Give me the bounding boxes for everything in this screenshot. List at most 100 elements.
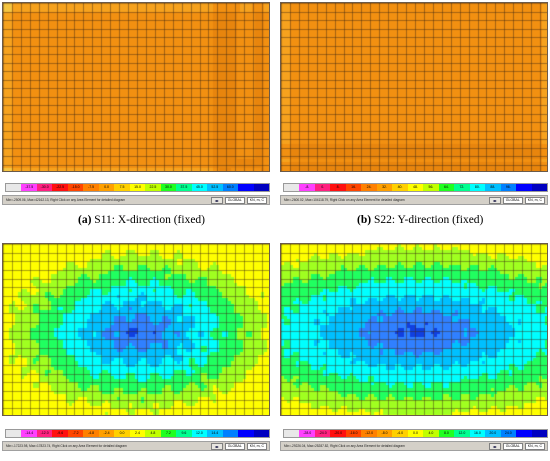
stress-contour-plot-b — [280, 2, 548, 172]
legend-swatch: 12.0 — [191, 430, 208, 437]
legend-swatch: 8. — [330, 184, 346, 191]
legend-swatch: 56. — [423, 184, 439, 191]
arrow-pair-icon[interactable]: ◂▸ — [488, 196, 501, 204]
legend-swatch: -12.0 — [36, 430, 53, 437]
legend-swatch: 0.0 — [114, 430, 130, 437]
legend-swatch: -7.2 — [67, 430, 84, 437]
legend-swatch: 96. — [500, 184, 517, 191]
stress-contour-plot-d — [280, 243, 548, 416]
legend-swatch: 32. — [376, 184, 393, 191]
legend-swatch — [516, 184, 532, 191]
color-legend-a: -37.5 -30.0 -22.5 -15.0 -7.5 0.0 7.5 15.0 22.5 30… — [5, 183, 270, 192]
legend-swatch: -16.0 — [345, 430, 362, 437]
status-text: Min=-2509.06, Max=42162.13, Right Click … — [6, 198, 126, 202]
legend-swatch: 22.5 — [145, 184, 161, 191]
legend-swatch: 24.0 — [500, 430, 517, 437]
legend-swatch — [253, 430, 269, 437]
status-bar-c: Min=-17223.98, Max=17823.74, Right Click… — [2, 441, 270, 451]
legend-swatch — [6, 430, 22, 437]
legend-swatch: 0.0 — [98, 184, 115, 191]
legend-swatch: -12.0 — [361, 430, 377, 437]
legend-swatch — [253, 184, 269, 191]
legend-swatch: 37.5 — [176, 184, 192, 191]
legend-swatch: 16. — [345, 184, 362, 191]
legend-swatch: -30.0 — [36, 184, 53, 191]
legend-swatch: -7.5 — [83, 184, 99, 191]
units-select[interactable]: KN, m, C — [524, 196, 545, 204]
legend-swatch: 16.0 — [469, 430, 486, 437]
caption-tag: (a) — [78, 214, 92, 226]
legend-swatch: 7.5 — [114, 184, 130, 191]
status-text: Min=-17223.98, Max=17823.74, Right Click… — [6, 444, 127, 448]
legend-swatch — [6, 184, 22, 191]
legend-swatch: 30.0 — [160, 184, 177, 191]
legend-swatch: 80. — [469, 184, 486, 191]
legend-swatch: -4.8 — [83, 430, 99, 437]
status-text: Min=-29226.04, Max=25287.82, Right Click… — [284, 444, 405, 448]
legend-swatch — [516, 430, 532, 437]
legend-swatch: 60.0 — [222, 184, 239, 191]
legend-swatch: 88. — [485, 184, 501, 191]
coordinate-system-select[interactable]: GLOBAL — [502, 442, 523, 450]
legend-swatch: 7.2 — [160, 430, 177, 437]
legend-swatch: 48. — [407, 184, 424, 191]
caption-tag: (b) — [357, 214, 372, 226]
status-bar-d: Min=-29226.04, Max=25287.82, Right Click… — [280, 441, 548, 451]
legend-swatch: 24. — [361, 184, 377, 191]
legend-swatch: 4.8 — [145, 430, 161, 437]
legend-swatch: -24.0 — [314, 430, 331, 437]
legend-swatch — [531, 430, 547, 437]
legend-swatch: -4.0 — [392, 430, 408, 437]
legend-swatch: -2.4 — [98, 430, 115, 437]
coordinate-system-select[interactable]: GLOBAL — [224, 442, 245, 450]
legend-swatch: -14.4 — [21, 430, 37, 437]
legend-swatch — [284, 430, 300, 437]
legend-swatch — [238, 430, 254, 437]
status-bar-a: Min=-2509.06, Max=42162.13, Right Click … — [2, 195, 270, 205]
legend-swatch: 14.4 — [207, 430, 223, 437]
legend-swatch: 72. — [454, 184, 470, 191]
units-select[interactable]: KN, m, C — [246, 442, 267, 450]
legend-swatch: -15.0 — [67, 184, 84, 191]
legend-swatch: 64. — [438, 184, 455, 191]
stress-contour-plot-a — [2, 2, 270, 172]
stress-contour-plot-c — [2, 243, 270, 416]
caption-b: (b) S22: Y-direction (fixed) — [357, 214, 483, 226]
units-select[interactable]: KN, m, C — [246, 196, 267, 204]
legend-swatch: -9.6 — [52, 430, 68, 437]
legend-swatch: 4.0 — [423, 430, 439, 437]
caption-a: (a) S11: X-direction (fixed) — [78, 214, 205, 226]
legend-swatch: 20.0 — [485, 430, 501, 437]
units-select[interactable]: KN, m, C — [524, 442, 545, 450]
legend-swatch: -8.0 — [376, 430, 393, 437]
coordinate-system-select[interactable]: GLOBAL — [224, 196, 245, 204]
legend-swatch: 45.0 — [191, 184, 208, 191]
legend-swatch — [531, 184, 547, 191]
legend-swatch: 2.4 — [129, 430, 146, 437]
arrow-pair-icon[interactable]: ◂▸ — [488, 442, 501, 450]
legend-swatch: 52.5 — [207, 184, 223, 191]
legend-swatch: 40. — [392, 184, 408, 191]
legend-swatch: -37.5 — [21, 184, 37, 191]
coordinate-system-select[interactable]: GLOBAL — [502, 196, 523, 204]
color-legend-b: -8. 0. 8. 16. 24. 32. 40. 48. 56. 64. 72. 80. 88. 96. — [283, 183, 548, 192]
legend-swatch: 9.6 — [176, 430, 192, 437]
legend-swatch: -20.0 — [330, 430, 346, 437]
legend-swatch — [222, 430, 239, 437]
legend-swatch: 15.0 — [129, 184, 146, 191]
legend-swatch: 0.0 — [407, 430, 424, 437]
legend-swatch: 0. — [314, 184, 331, 191]
caption-text: S22: Y-direction (fixed) — [373, 214, 484, 226]
legend-swatch: 12.0 — [454, 430, 470, 437]
caption-text: S11: X-direction (fixed) — [94, 214, 206, 226]
legend-swatch: -28.0 — [299, 430, 315, 437]
legend-swatch — [284, 184, 300, 191]
status-bar-b: Min=-2600.02, Max=104118.79, Right Click… — [280, 195, 548, 205]
status-text: Min=-2600.02, Max=104118.79, Right Click… — [284, 198, 405, 202]
legend-swatch: 8.0 — [438, 430, 455, 437]
arrow-pair-icon[interactable]: ◂▸ — [210, 196, 223, 204]
legend-swatch — [238, 184, 254, 191]
color-legend-c: -14.4 -12.0 -9.6 -7.2 -4.8 -2.4 0.0 2.4 4.8 7.2 9.… — [5, 429, 270, 438]
legend-swatch: -22.5 — [52, 184, 68, 191]
arrow-pair-icon[interactable]: ◂▸ — [210, 442, 223, 450]
